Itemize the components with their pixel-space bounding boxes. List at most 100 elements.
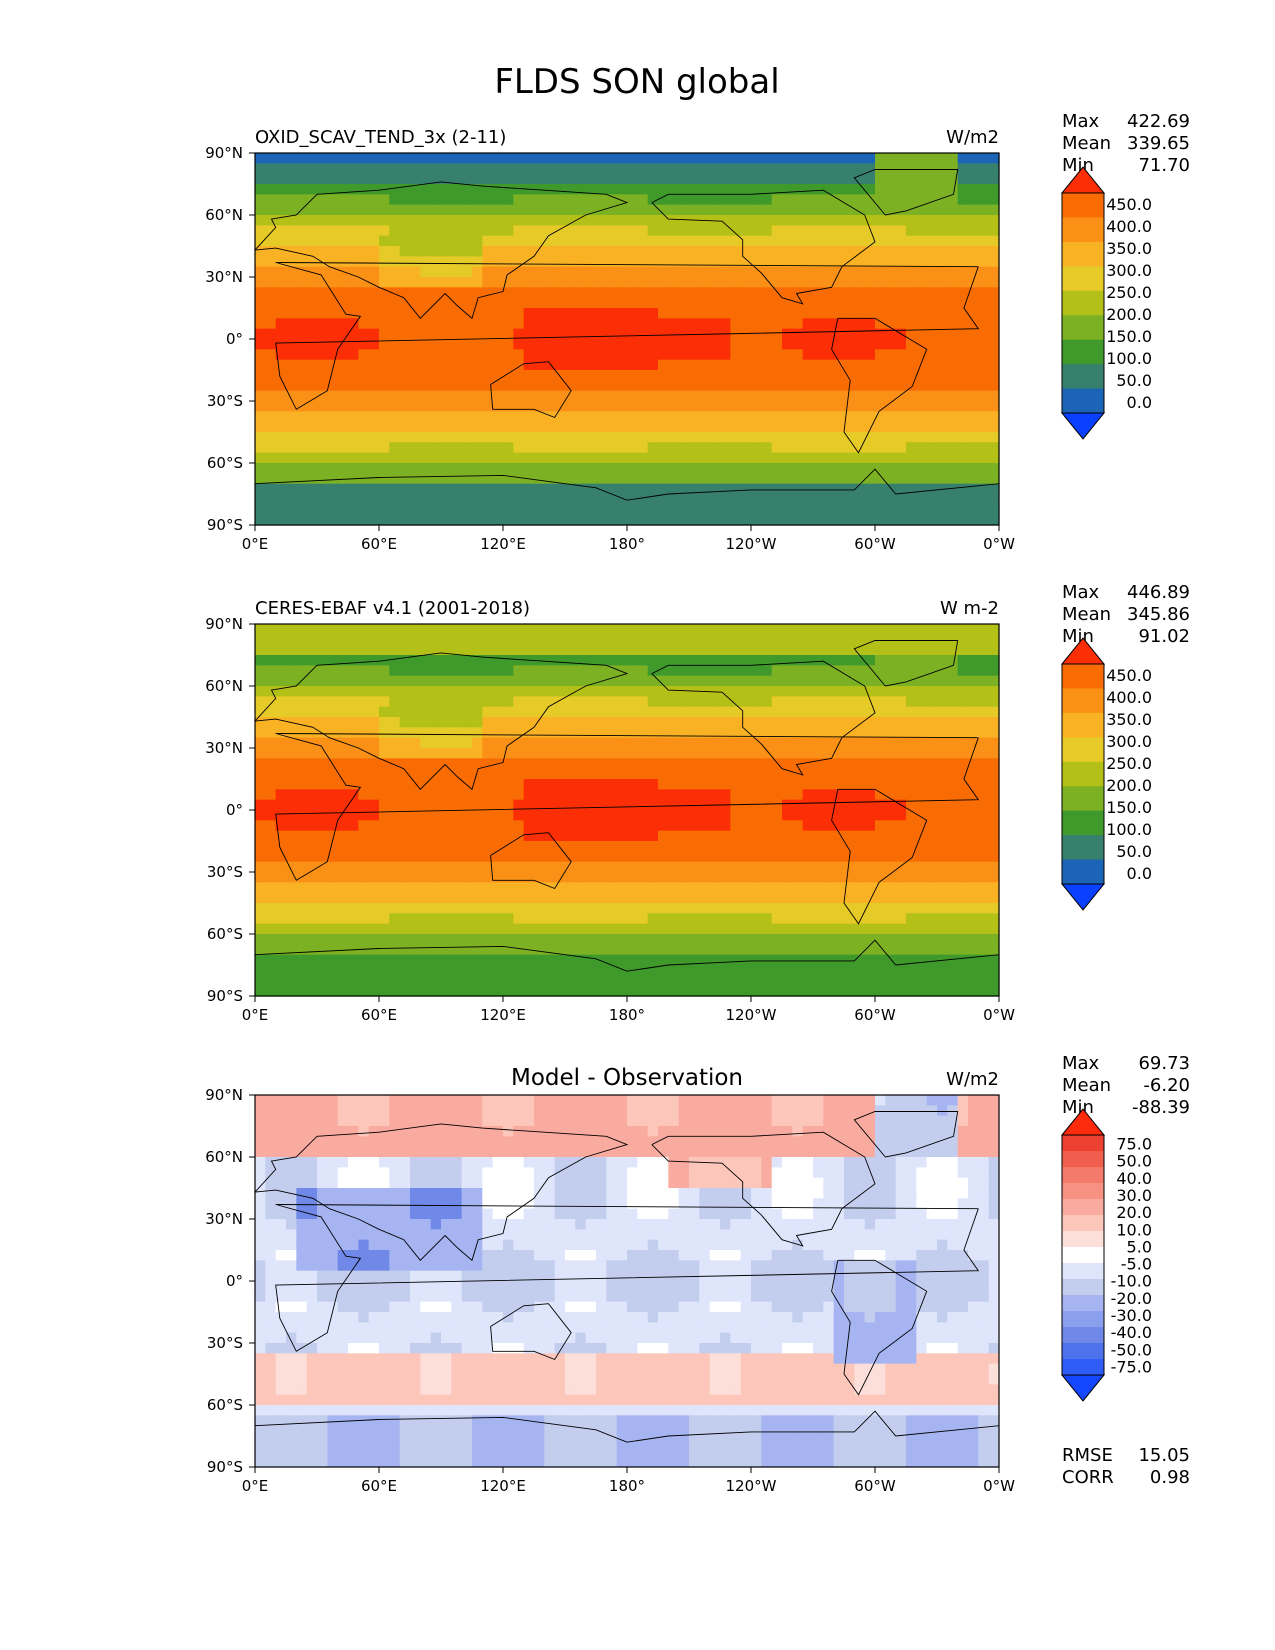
map-cell bbox=[720, 706, 731, 718]
map-cell bbox=[885, 675, 897, 687]
map-cell bbox=[647, 675, 659, 687]
map-cell bbox=[317, 686, 328, 697]
map-cell bbox=[926, 882, 938, 894]
map-cell bbox=[792, 810, 804, 821]
map-cell bbox=[637, 204, 649, 216]
map-cell bbox=[658, 463, 669, 474]
map-cell bbox=[823, 665, 835, 677]
map-cell bbox=[792, 655, 804, 666]
map-cell bbox=[534, 390, 545, 402]
map-cell bbox=[472, 634, 483, 646]
map-cell bbox=[895, 287, 907, 299]
map-cell bbox=[585, 944, 597, 956]
map-cell bbox=[647, 225, 659, 237]
map-cell bbox=[430, 463, 442, 474]
map-cell bbox=[606, 727, 618, 739]
map-cell bbox=[926, 277, 938, 288]
map-cell bbox=[420, 308, 432, 319]
map-cell bbox=[668, 675, 680, 687]
map-cell bbox=[813, 820, 824, 832]
map-cell bbox=[255, 473, 266, 485]
map-cell bbox=[906, 297, 917, 309]
map-cell bbox=[782, 624, 793, 635]
map-cell bbox=[410, 452, 421, 464]
map-cell bbox=[575, 204, 587, 216]
map-cell bbox=[420, 359, 432, 371]
map-cell bbox=[678, 349, 690, 361]
map-cell bbox=[988, 758, 1000, 770]
map-cell bbox=[864, 328, 876, 340]
map-cell bbox=[275, 225, 287, 237]
map-cell bbox=[575, 390, 587, 402]
map-cell bbox=[596, 235, 607, 247]
map-cell bbox=[368, 665, 380, 677]
map-cell bbox=[647, 204, 659, 216]
map-cell bbox=[916, 432, 928, 443]
map-cell bbox=[906, 359, 917, 371]
map-cell bbox=[751, 799, 762, 811]
map-cell bbox=[699, 748, 711, 759]
map-cell bbox=[492, 380, 504, 392]
map-cell bbox=[720, 861, 731, 873]
map-cell bbox=[585, 686, 597, 697]
map-cell bbox=[751, 339, 762, 350]
map-cell bbox=[627, 903, 638, 914]
map-cell bbox=[255, 830, 266, 842]
map-cell bbox=[523, 686, 535, 697]
map-cell bbox=[637, 287, 649, 299]
map-cell bbox=[771, 421, 783, 433]
map-cell bbox=[575, 442, 587, 454]
map-cell bbox=[606, 934, 618, 945]
map-cell bbox=[358, 514, 370, 526]
map-cell bbox=[957, 401, 969, 412]
map-cell bbox=[740, 748, 752, 759]
map-cell bbox=[689, 665, 700, 677]
map-cell bbox=[988, 841, 1000, 852]
map-cell bbox=[534, 872, 545, 883]
map-cell bbox=[430, 892, 442, 904]
map-cell bbox=[730, 737, 742, 749]
map-cell bbox=[358, 277, 370, 288]
map-cell bbox=[575, 225, 587, 237]
map-cell bbox=[792, 308, 804, 319]
map-cell bbox=[988, 256, 1000, 268]
map-cell bbox=[968, 452, 979, 464]
map-cell bbox=[771, 370, 783, 381]
map-cell bbox=[523, 717, 535, 728]
map-cell bbox=[937, 432, 948, 443]
map-cell bbox=[751, 463, 762, 474]
map-cell bbox=[492, 624, 504, 635]
map-cell bbox=[895, 432, 907, 443]
map-cell bbox=[616, 442, 628, 454]
map-cell bbox=[296, 473, 308, 485]
map-cell bbox=[823, 820, 835, 832]
map-cell bbox=[771, 494, 783, 505]
map-cell bbox=[947, 442, 959, 454]
map-cell bbox=[689, 287, 700, 299]
map-cell bbox=[616, 463, 628, 474]
map-cell bbox=[720, 339, 731, 350]
map-cell bbox=[699, 851, 711, 863]
map-cell bbox=[544, 173, 556, 185]
map-cell bbox=[296, 851, 308, 863]
colorbar-tick-label: 0.0 bbox=[1127, 393, 1152, 412]
map-cell bbox=[833, 758, 845, 770]
map-cell bbox=[823, 634, 835, 646]
map-cell bbox=[255, 328, 266, 340]
map-cell bbox=[420, 287, 432, 299]
map-cell bbox=[792, 421, 804, 433]
map-cell bbox=[647, 463, 659, 474]
colorbar-0: 450.0400.0350.0300.0250.0200.0150.0100.0… bbox=[1060, 166, 1152, 440]
map-cell bbox=[399, 421, 411, 433]
map-cell bbox=[451, 706, 463, 718]
map-cell bbox=[627, 463, 638, 474]
map-cell bbox=[606, 194, 618, 206]
map-cell bbox=[451, 452, 463, 464]
map-cell bbox=[410, 768, 421, 780]
map-cell bbox=[668, 514, 680, 526]
map-cell bbox=[792, 235, 804, 247]
map-cell bbox=[854, 153, 866, 164]
map-cell bbox=[513, 903, 525, 914]
lon-tick-label: 120°E bbox=[480, 535, 526, 553]
map-cell bbox=[286, 727, 297, 739]
